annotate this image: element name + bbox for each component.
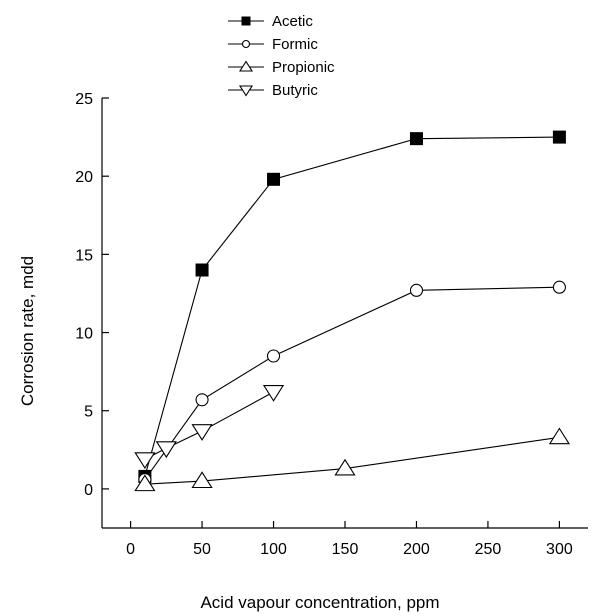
legend: Acetic Formic Propionic Butyric bbox=[228, 13, 335, 99]
x-tick-label: 300 bbox=[546, 541, 573, 558]
y-tick-label: 25 bbox=[75, 91, 93, 108]
y-tick-label: 5 bbox=[84, 404, 93, 421]
x-tick-label: 250 bbox=[475, 541, 502, 558]
legend-label: Formic bbox=[272, 36, 318, 53]
data-point bbox=[548, 427, 571, 445]
x-tick-label: 0 bbox=[126, 541, 135, 558]
data-point bbox=[155, 441, 177, 459]
x-axis-label: Acid vapour concentration, ppm bbox=[200, 593, 439, 612]
data-point bbox=[552, 130, 566, 144]
y-axis-label: Corrosion rate, mdd bbox=[18, 256, 37, 406]
data-point bbox=[134, 474, 156, 492]
series-line bbox=[144, 436, 560, 485]
y-tick-label: 0 bbox=[84, 482, 93, 499]
x-tick-label: 150 bbox=[332, 541, 359, 558]
legend-item-propionic: Propionic bbox=[228, 59, 335, 76]
data-point bbox=[409, 132, 423, 146]
legend-marker bbox=[239, 60, 253, 72]
data-point bbox=[262, 385, 285, 402]
x-tick-label: 50 bbox=[193, 541, 211, 558]
legend-label: Butyric bbox=[272, 82, 318, 99]
legend-marker bbox=[241, 16, 251, 26]
series-group bbox=[134, 130, 571, 492]
data-point bbox=[552, 280, 566, 294]
data-point bbox=[134, 452, 156, 470]
legend-marker bbox=[241, 39, 251, 49]
data-point bbox=[334, 458, 356, 476]
legend-item-butyric: Butyric bbox=[228, 82, 318, 99]
data-point bbox=[191, 424, 213, 441]
legend-item-acetic: Acetic bbox=[228, 13, 313, 30]
legend-marker bbox=[239, 85, 253, 97]
series-formic bbox=[138, 280, 566, 487]
series-butyric bbox=[134, 385, 285, 470]
series-propionic bbox=[134, 427, 571, 492]
x-tick-label: 100 bbox=[260, 541, 287, 558]
data-point bbox=[195, 393, 209, 407]
legend-item-formic: Formic bbox=[228, 36, 318, 53]
series-line bbox=[144, 391, 274, 460]
y-tick-label: 20 bbox=[75, 169, 93, 186]
y-tick-label: 10 bbox=[75, 326, 93, 343]
data-point bbox=[266, 349, 281, 363]
data-point bbox=[191, 471, 213, 489]
x-tick-label: 200 bbox=[403, 541, 430, 558]
data-point bbox=[195, 263, 209, 277]
series-line bbox=[144, 286, 560, 480]
y-tick-label: 15 bbox=[75, 247, 93, 264]
data-point bbox=[267, 172, 281, 186]
legend-label: Propionic bbox=[272, 59, 335, 76]
legend-label: Acetic bbox=[272, 13, 313, 30]
data-point bbox=[409, 283, 424, 297]
